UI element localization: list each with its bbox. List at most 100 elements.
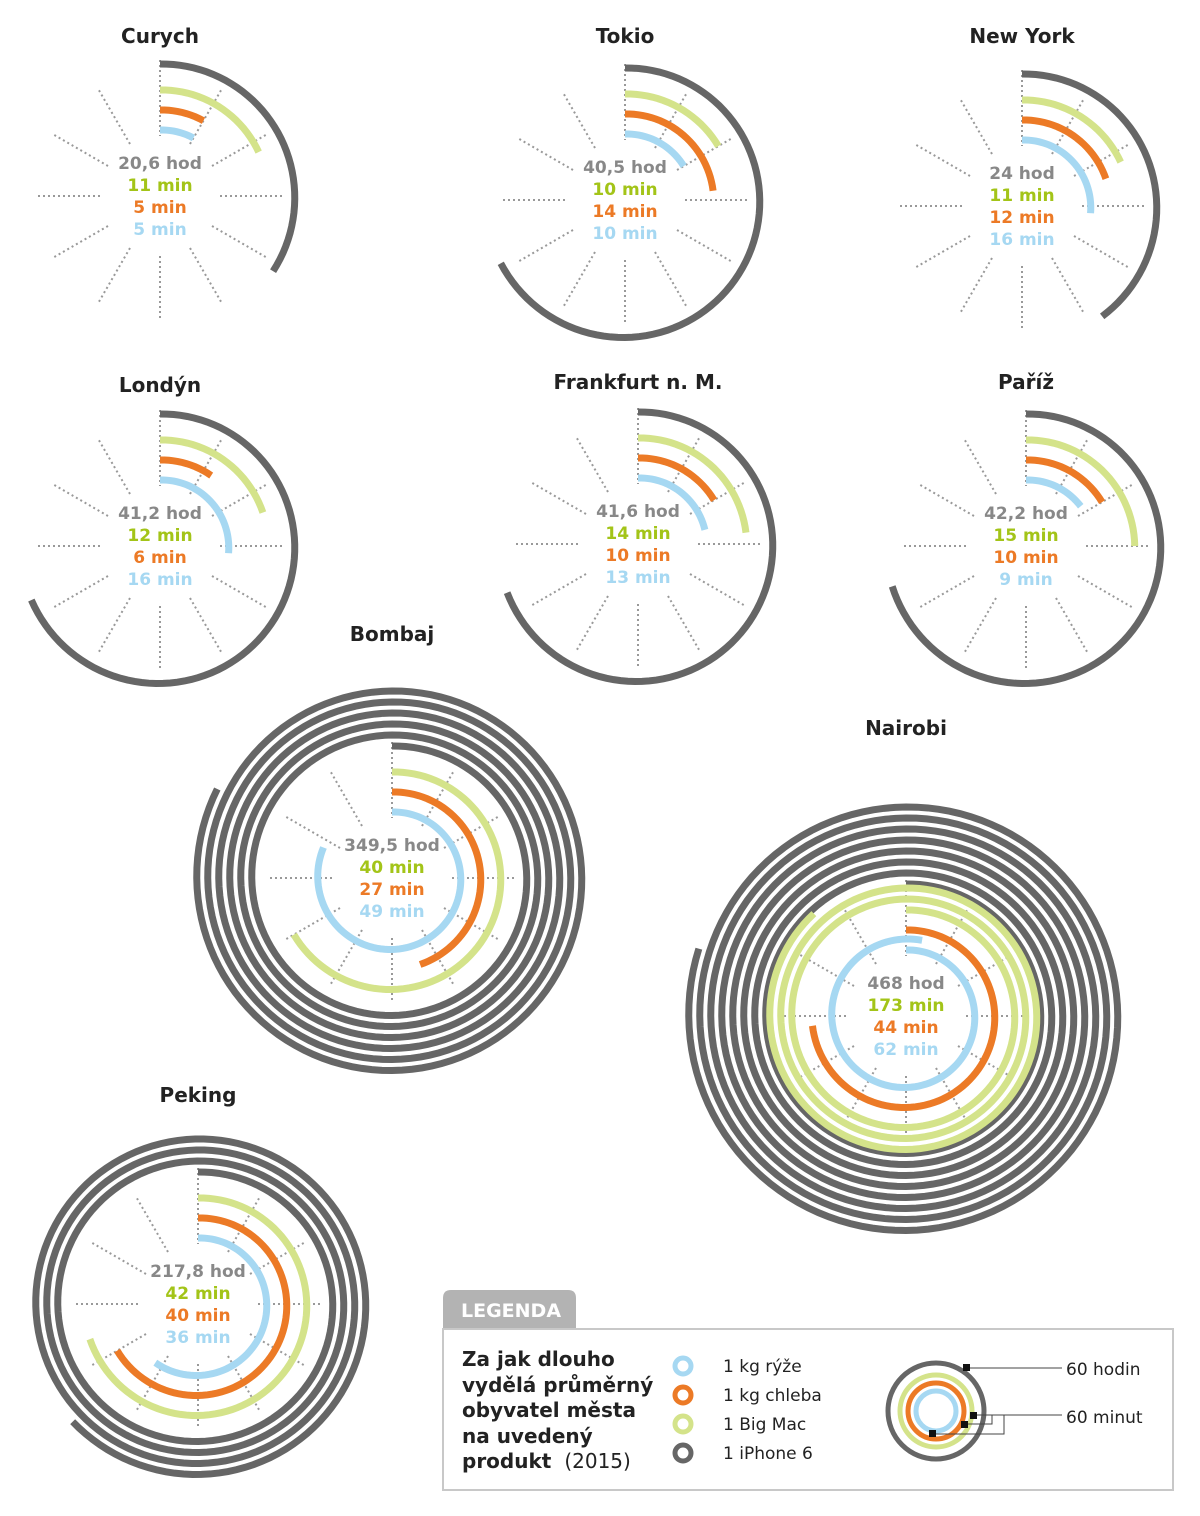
tick-ray — [1077, 483, 1134, 517]
legend-leader-minutes-c — [936, 1415, 1005, 1435]
legend-item-bigmac: 1 Big Mac — [723, 1415, 806, 1435]
bread-minutes-label: 10 min — [605, 546, 670, 566]
rice-minutes-label: 13 min — [605, 568, 670, 588]
legend-item-bread: 1 kg chleba — [723, 1386, 822, 1406]
bigmac-arc — [159, 86, 262, 154]
tick-ray — [1055, 438, 1089, 495]
tick-ray — [654, 92, 688, 149]
iphone-hours-label: 41,6 hod — [596, 502, 680, 522]
rice-arc — [638, 474, 709, 531]
bread-minutes-label: 40 min — [165, 1306, 230, 1326]
rice-arc — [153, 1234, 271, 1380]
rice-arc — [1026, 476, 1084, 509]
tick-ray — [843, 908, 877, 965]
legend-item-iphone: 1 iPhone 6 — [723, 1444, 813, 1464]
legend-desc-line-5: produkt — [462, 1449, 552, 1473]
city-name: Frankfurt n. M. — [554, 370, 723, 394]
legend-border — [442, 1328, 1174, 1491]
bigmac-minutes-label: 173 min — [867, 996, 944, 1016]
tick-ray — [135, 1196, 169, 1253]
tick-ray — [918, 483, 975, 517]
tick-ray — [689, 573, 746, 607]
legend-description: Za jak dlouho vydělá průměrný obyvatel m… — [462, 1347, 660, 1473]
iphone-spiral — [497, 64, 764, 342]
bread-minutes-label: 44 min — [873, 1018, 938, 1038]
tick-ray — [914, 143, 971, 177]
legend-desc-line-1: Za jak dlouho — [462, 1347, 615, 1371]
tick-ray — [1077, 575, 1134, 609]
tick-ray — [97, 438, 131, 495]
city-name: Nairobi — [865, 716, 947, 740]
tick-ray — [963, 597, 997, 654]
iphone-hours-label: 468 hod — [867, 974, 944, 994]
legend-diagram-marker-minutes-c — [929, 1430, 936, 1437]
iphone-hours-label: 20,6 hod — [118, 154, 202, 174]
tick-ray — [1073, 235, 1130, 269]
bread-arc — [808, 926, 999, 1112]
bigmac-minutes-label: 40 min — [359, 858, 424, 878]
iphone-spiral — [32, 1135, 370, 1478]
legend-diagram-marker-hours — [963, 1364, 970, 1371]
bigmac-minutes-label: 11 min — [127, 176, 192, 196]
legend-desc-year: (2015) — [564, 1449, 631, 1473]
legend-title: LEGENDA — [461, 1300, 561, 1322]
bread-arc — [391, 788, 485, 968]
iphone-spiral — [193, 687, 586, 1075]
city-name: New York — [969, 24, 1075, 48]
tick-ray — [189, 247, 223, 304]
iphone-hours-label: 24 hod — [989, 164, 1055, 184]
bigmac-minutes-label: 10 min — [592, 180, 657, 200]
tick-ray — [517, 137, 574, 171]
legend-swatch-rice — [672, 1355, 694, 1377]
tick-ray — [963, 438, 997, 495]
tick-ray — [52, 483, 109, 517]
rice-minutes-label: 16 min — [127, 570, 192, 590]
bigmac-arc — [1021, 96, 1124, 164]
iphone-spiral — [503, 408, 777, 686]
tick-ray — [667, 436, 701, 493]
iphone-hours-label: 40,5 hod — [583, 158, 667, 178]
tick-ray — [530, 573, 587, 607]
legend-diagram-bread-ring — [905, 1380, 967, 1442]
bigmac-arc — [624, 90, 722, 148]
legend-note-minutes: 60 minut — [1066, 1408, 1143, 1428]
tick-ray — [798, 953, 855, 987]
tick-ray — [97, 88, 131, 145]
legend-desc-line-2: vydělá průměrný — [462, 1373, 653, 1397]
iphone-spiral — [888, 410, 1165, 687]
tick-ray — [562, 251, 596, 308]
tick-ray — [189, 88, 223, 145]
tick-ray — [421, 770, 455, 827]
legend-tab — [443, 1290, 576, 1330]
tick-ray — [97, 247, 131, 304]
tick-ray — [654, 251, 688, 308]
rice-minutes-label: 62 min — [873, 1040, 938, 1060]
tick-ray — [52, 575, 109, 609]
tick-ray — [52, 225, 109, 259]
rice-minutes-label: 49 min — [359, 902, 424, 922]
bread-arc — [114, 1214, 291, 1400]
legend-swatch-bigmac — [672, 1413, 694, 1435]
legend-item-rice: 1 kg rýže — [723, 1357, 802, 1377]
tick-ray — [189, 438, 223, 495]
tick-ray — [517, 229, 574, 263]
bread-arc — [1025, 456, 1106, 504]
tick-ray — [676, 137, 733, 171]
iphone-spiral — [28, 410, 299, 687]
tick-ray — [575, 436, 609, 493]
rice-minutes-label: 9 min — [999, 570, 1052, 590]
tick-ray — [562, 92, 596, 149]
bigmac-minutes-label: 11 min — [989, 186, 1054, 206]
tick-ray — [211, 575, 268, 609]
legend-diagram-bigmac-ring — [897, 1372, 975, 1450]
tick-ray — [97, 597, 131, 654]
rice-minutes-label: 5 min — [133, 220, 186, 240]
